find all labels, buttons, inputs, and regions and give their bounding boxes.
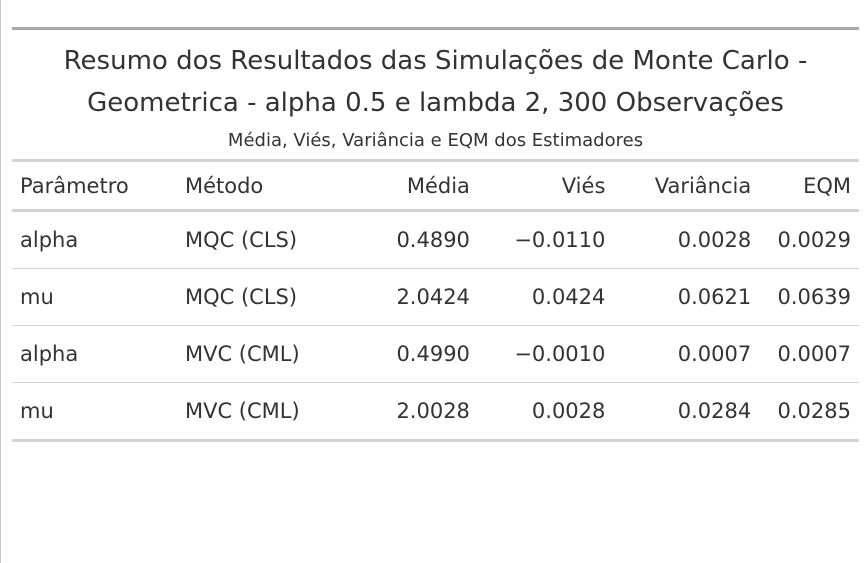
- cell-variancia: 0.0007: [613, 325, 760, 383]
- table-title-line-1: Resumo dos Resultados das Simulações de …: [63, 46, 808, 76]
- cell-parametro: alpha: [20, 228, 79, 252]
- column-header-variancia: Variância: [613, 160, 760, 212]
- cell-eqm: 0.0007: [759, 325, 859, 383]
- cell-eqm: 0.0029: [777, 228, 851, 252]
- column-header-vies: Viés: [477, 160, 614, 212]
- cell-media: 2.0028: [343, 382, 478, 441]
- column-header-eqm: EQM: [759, 160, 859, 212]
- cell-eqm: 0.0639: [759, 268, 859, 326]
- table-header: Parâmetro Método Média Viés Variância EQ…: [12, 160, 859, 212]
- table-subtitle: Média, Viés, Variância e EQM dos Estimad…: [227, 130, 644, 151]
- cell-vies: −0.0110: [514, 228, 606, 252]
- cell-media: 0.4890: [396, 228, 470, 252]
- column-header-media: Média: [343, 160, 478, 212]
- cell-media: 2.0424: [343, 268, 478, 326]
- table-body: alpha MQC (CLS) 0.4890 −0.0110 0.0028 0.…: [12, 211, 859, 441]
- column-header-parametro: Parâmetro: [12, 160, 177, 212]
- cell-metodo: MQC (CLS): [184, 228, 298, 252]
- window-left-border: [0, 0, 1, 563]
- table-row: alpha MQC (CLS) 0.4890 −0.0110 0.0028 0.…: [12, 211, 859, 269]
- cell-vies: 0.0424: [477, 268, 614, 326]
- results-table: Parâmetro Método Média Viés Variância EQ…: [12, 159, 859, 442]
- cell-metodo: MQC (CLS): [176, 268, 344, 326]
- cell-variancia: 0.0621: [613, 268, 760, 326]
- cell-media: 0.4990: [343, 325, 478, 383]
- cell-eqm: 0.0285: [759, 382, 859, 441]
- table-title-line-2: Geometrica - alpha 0.5 e lambda 2, 300 O…: [87, 88, 784, 118]
- cell-parametro: alpha: [12, 325, 177, 383]
- cell-metodo: MVC (CML): [176, 325, 344, 383]
- table-row: mu MQC (CLS) 2.0424 0.0424 0.0621 0.0639: [12, 268, 859, 326]
- cell-parametro: mu: [12, 382, 177, 441]
- results-table-container: Resumo dos Resultados das Simulações de …: [12, 27, 859, 442]
- cell-vies: −0.0010: [477, 325, 614, 383]
- header-row: Parâmetro Método Média Viés Variância EQ…: [12, 160, 859, 212]
- cell-vies: 0.0028: [477, 382, 614, 441]
- cell-metodo: MVC (CML): [176, 382, 344, 441]
- column-header-metodo: Método: [176, 160, 344, 212]
- table-heading: Resumo dos Resultados das Simulações de …: [12, 27, 859, 159]
- table-title: Resumo dos Resultados das Simulações de …: [12, 40, 859, 124]
- cell-variancia: 0.0028: [677, 228, 752, 252]
- table-row: alpha MVC (CML) 0.4990 −0.0010 0.0007 0.…: [12, 325, 859, 383]
- table-row: mu MVC (CML) 2.0028 0.0028 0.0284 0.0285: [12, 382, 859, 441]
- cell-variancia: 0.0284: [613, 382, 760, 441]
- cell-parametro: mu: [12, 268, 177, 326]
